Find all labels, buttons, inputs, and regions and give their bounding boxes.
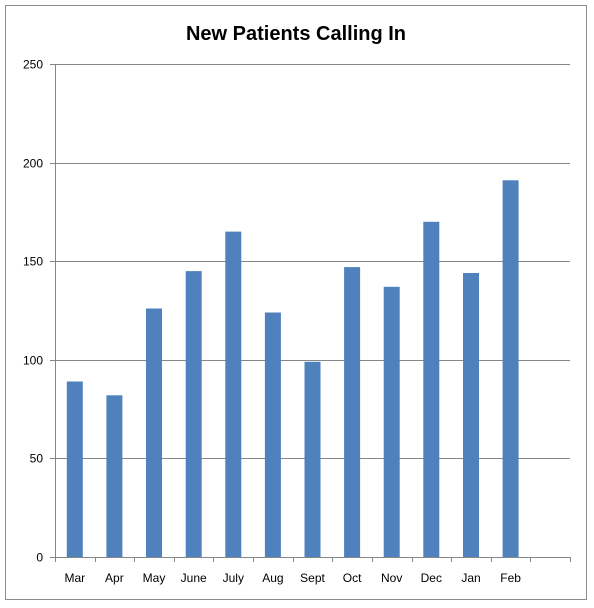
- bar-apr: [106, 395, 123, 557]
- x-tick-label-sept: Sept: [300, 571, 325, 585]
- bar-sept: [304, 361, 321, 557]
- x-tick-labels: Mar Apr May June July Aug Sept Oct Nov Dec Jan Feb: [64, 571, 521, 585]
- y-tick-label: 100: [23, 354, 43, 368]
- chart-title: New Patients Calling In: [186, 23, 406, 45]
- bar-oct: [344, 267, 361, 557]
- bar-dec: [423, 221, 440, 558]
- bars: [66, 180, 519, 558]
- x-tick-label-july: July: [223, 571, 244, 585]
- y-tick-label: 50: [30, 452, 44, 466]
- bar-feb: [502, 180, 519, 558]
- x-tick-label-may: May: [143, 571, 166, 585]
- bar-jan: [463, 273, 479, 557]
- axes: [50, 64, 571, 562]
- bar-nov: [383, 286, 400, 557]
- x-tick-label-aug: Aug: [262, 571, 283, 585]
- x-tick-label-june: June: [181, 571, 207, 585]
- x-tick-label-feb: Feb: [500, 571, 521, 585]
- x-tick-label-oct: Oct: [343, 571, 362, 585]
- y-tick-label: 250: [23, 58, 43, 72]
- bar-mar: [66, 381, 83, 557]
- bar-july: [225, 231, 242, 557]
- x-tick-label-nov: Nov: [381, 571, 402, 585]
- bar-aug: [264, 312, 281, 557]
- y-tick-label: 150: [23, 255, 43, 269]
- y-tick-labels: 0 50 100 150 200 250: [23, 58, 43, 565]
- x-tick-label-apr: Apr: [105, 571, 124, 585]
- y-tick-label: 0: [36, 551, 43, 565]
- bar-june: [185, 271, 202, 557]
- y-tick-label: 200: [23, 157, 43, 171]
- gridlines: [55, 64, 570, 459]
- chart-frame: [5, 5, 587, 600]
- x-tick-label-mar: Mar: [64, 571, 85, 585]
- x-tick-label-dec: Dec: [421, 571, 442, 585]
- bar-may: [146, 308, 162, 557]
- x-tick-label-jan: Jan: [461, 571, 480, 585]
